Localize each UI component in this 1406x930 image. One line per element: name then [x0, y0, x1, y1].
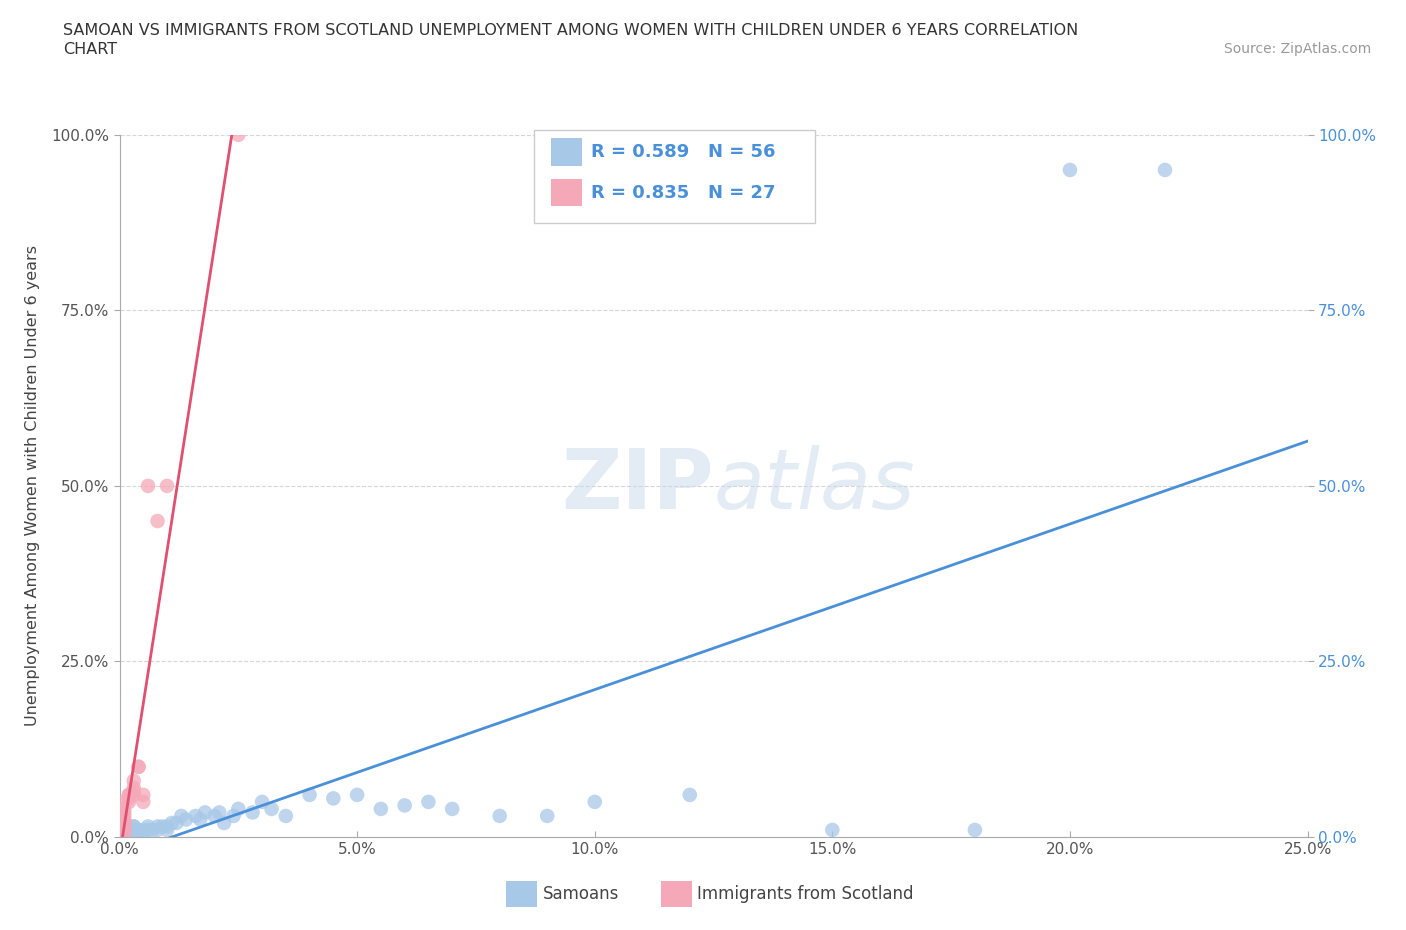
Point	[112, 822, 135, 837]
Text: Samoans: Samoans	[543, 884, 619, 903]
Text: R = 0.835   N = 27: R = 0.835 N = 27	[591, 183, 775, 202]
Text: ZIP: ZIP	[561, 445, 713, 526]
Point	[170, 808, 193, 823]
Point	[204, 808, 226, 823]
Point	[112, 816, 135, 830]
Point	[132, 788, 155, 803]
Point	[112, 826, 135, 841]
Point	[118, 822, 141, 837]
Point	[166, 816, 188, 830]
Point	[174, 812, 197, 827]
Point	[194, 805, 217, 820]
Point	[128, 822, 150, 837]
Text: CHART: CHART	[63, 42, 117, 57]
Point	[488, 808, 510, 823]
Point	[132, 822, 155, 837]
Point	[118, 788, 141, 803]
Text: atlas: atlas	[713, 445, 915, 526]
Point	[118, 822, 141, 837]
Point	[112, 808, 135, 823]
Point	[160, 816, 183, 830]
Point	[122, 819, 145, 834]
Point	[260, 802, 283, 817]
Point	[212, 816, 235, 830]
Point	[112, 822, 135, 837]
Point	[132, 826, 155, 841]
Point	[188, 812, 211, 827]
Point	[122, 784, 145, 799]
Point	[136, 479, 159, 494]
Text: Source: ZipAtlas.com: Source: ZipAtlas.com	[1223, 42, 1371, 56]
Point	[122, 774, 145, 789]
Point	[136, 819, 159, 834]
Y-axis label: Unemployment Among Women with Children Under 6 years: Unemployment Among Women with Children U…	[25, 246, 39, 726]
Point	[298, 788, 321, 803]
Point	[112, 822, 135, 837]
Point	[122, 819, 145, 834]
Point	[128, 826, 150, 841]
Point	[242, 805, 264, 820]
Point	[228, 127, 250, 142]
Point	[128, 759, 150, 774]
Point	[963, 822, 986, 837]
Point	[370, 802, 392, 817]
Point	[112, 826, 135, 841]
Point	[118, 790, 141, 805]
Point	[274, 808, 297, 823]
Text: Immigrants from Scotland: Immigrants from Scotland	[697, 884, 914, 903]
Point	[536, 808, 558, 823]
Point	[1154, 163, 1177, 178]
Point	[112, 822, 135, 837]
Point	[184, 808, 207, 823]
Point	[136, 822, 159, 837]
Point	[346, 788, 368, 803]
Point	[112, 826, 135, 841]
Point	[128, 759, 150, 774]
Point	[146, 822, 169, 837]
Point	[112, 816, 135, 830]
Point	[112, 812, 135, 827]
Point	[112, 826, 135, 841]
Point	[156, 479, 179, 494]
Point	[156, 819, 179, 834]
Point	[250, 794, 273, 809]
Point	[112, 819, 135, 834]
Point	[228, 802, 250, 817]
Point	[142, 822, 165, 837]
Point	[1059, 163, 1081, 178]
Point	[441, 802, 464, 817]
Point	[150, 819, 173, 834]
Point	[118, 794, 141, 809]
Text: SAMOAN VS IMMIGRANTS FROM SCOTLAND UNEMPLOYMENT AMONG WOMEN WITH CHILDREN UNDER : SAMOAN VS IMMIGRANTS FROM SCOTLAND UNEMP…	[63, 23, 1078, 38]
Point	[132, 794, 155, 809]
Point	[583, 794, 606, 809]
Point	[112, 822, 135, 837]
Point	[112, 805, 135, 820]
Point	[122, 780, 145, 795]
Point	[118, 788, 141, 803]
Point	[146, 513, 169, 528]
Point	[118, 822, 141, 837]
Point	[122, 822, 145, 837]
Point	[112, 802, 135, 817]
Point	[821, 822, 844, 837]
Point	[122, 788, 145, 803]
Point	[112, 826, 135, 841]
Point	[679, 788, 702, 803]
Point	[208, 805, 231, 820]
Point	[418, 794, 440, 809]
Text: R = 0.589   N = 56: R = 0.589 N = 56	[591, 142, 775, 161]
Point	[156, 822, 179, 837]
Point	[112, 794, 135, 809]
Point	[322, 790, 344, 805]
Point	[394, 798, 416, 813]
Point	[146, 819, 169, 834]
Point	[222, 808, 245, 823]
